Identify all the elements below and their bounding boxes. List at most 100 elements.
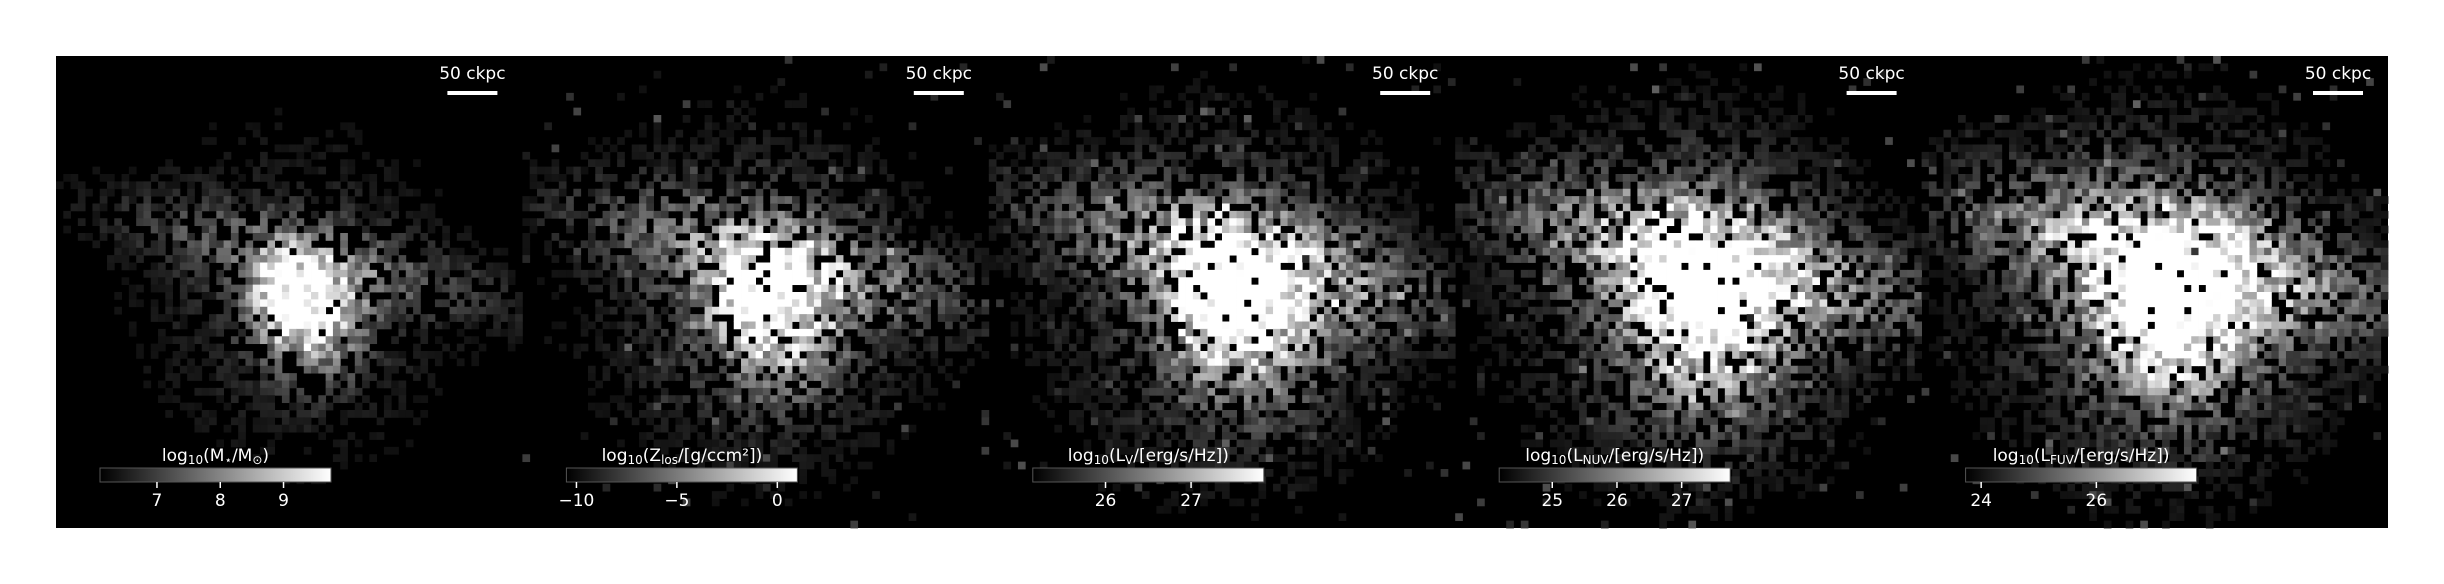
pixel (1185, 461, 1194, 470)
pixel (1236, 166, 1245, 175)
pixel (1273, 351, 1281, 359)
pixel (1017, 299, 1026, 308)
pixel (1229, 247, 1237, 256)
pixel (1083, 284, 1092, 293)
pixel (340, 196, 348, 204)
pixel (1338, 343, 1347, 352)
pixel (653, 262, 662, 271)
pixel (383, 247, 392, 256)
pixel (238, 218, 246, 227)
pixel (806, 292, 815, 300)
pixel (624, 240, 633, 249)
pixel (1316, 255, 1325, 263)
pixel (952, 314, 961, 322)
pixel (1076, 225, 1084, 234)
pixel (1090, 144, 1099, 153)
pixel (959, 343, 968, 352)
pixel (1294, 196, 1303, 204)
pixel (864, 461, 873, 470)
pixel (1513, 174, 1522, 182)
pixel (281, 144, 290, 153)
pixel (1229, 292, 1237, 300)
pixel (260, 395, 268, 404)
pixel (1659, 115, 1667, 123)
pixel (1826, 166, 1835, 175)
pixel (762, 218, 771, 227)
pixel (908, 181, 917, 190)
pixel (398, 306, 407, 315)
pixel (937, 233, 946, 241)
pixel (281, 395, 290, 404)
pixel (748, 255, 756, 263)
pixel (952, 255, 961, 263)
pixel (369, 240, 378, 249)
pixel (1571, 144, 1580, 153)
pixel (1141, 210, 1150, 219)
pixel (1797, 144, 1806, 153)
pixel (413, 159, 421, 168)
pixel (617, 365, 625, 374)
pixel (945, 247, 953, 256)
pixel (835, 188, 844, 197)
panel (56, 107, 523, 485)
pixel (325, 277, 334, 286)
pixel (1258, 188, 1267, 197)
pixel (1440, 247, 1449, 256)
pixel (1039, 402, 1048, 411)
pixel (515, 321, 523, 330)
pixel (1229, 328, 1237, 337)
pixel (223, 277, 232, 286)
pixel (376, 240, 385, 249)
pixel (1345, 306, 1354, 315)
pixel (660, 395, 669, 404)
pixel (697, 410, 705, 418)
pixel (704, 321, 713, 330)
pixel (1367, 203, 1376, 212)
pixel (609, 255, 618, 263)
pixel (1258, 277, 1267, 286)
pixel (872, 292, 880, 300)
pixel (1418, 240, 1427, 249)
pixel (617, 225, 625, 234)
pixel (668, 166, 676, 175)
pixel (1251, 321, 1259, 330)
pixel (398, 410, 407, 418)
pixel (1025, 225, 1033, 234)
pixel (158, 203, 166, 212)
pixel (733, 454, 742, 463)
pixel (1236, 240, 1245, 249)
pixel (1382, 269, 1391, 278)
pixel (230, 240, 239, 249)
pixel (653, 159, 662, 168)
pixel (1214, 358, 1223, 367)
pixel (901, 336, 910, 345)
pixel (318, 417, 327, 426)
pixel (1149, 380, 1157, 389)
pixel (1273, 210, 1281, 219)
pixel (799, 159, 808, 168)
pixel (653, 439, 662, 448)
pixel (711, 321, 720, 330)
pixel (1170, 63, 1179, 72)
pixel (813, 417, 822, 426)
pixel (690, 225, 698, 234)
pixel (733, 336, 742, 345)
pixel (507, 277, 516, 286)
pixel (1316, 56, 1325, 64)
pixel (1673, 151, 1682, 160)
pixel (347, 387, 356, 396)
pixel (1382, 262, 1391, 271)
pixel (1039, 151, 1048, 160)
pixel (1185, 314, 1194, 322)
pixel (1498, 166, 1507, 175)
pixel (1200, 417, 1208, 426)
pixel (1127, 358, 1135, 367)
pixel (1797, 122, 1806, 131)
pixel (1083, 269, 1092, 278)
pixel (923, 299, 931, 308)
pixel (762, 144, 771, 153)
pixel (639, 240, 647, 249)
pixel (216, 203, 225, 212)
pixel (1710, 151, 1718, 160)
pixel (1396, 218, 1405, 227)
